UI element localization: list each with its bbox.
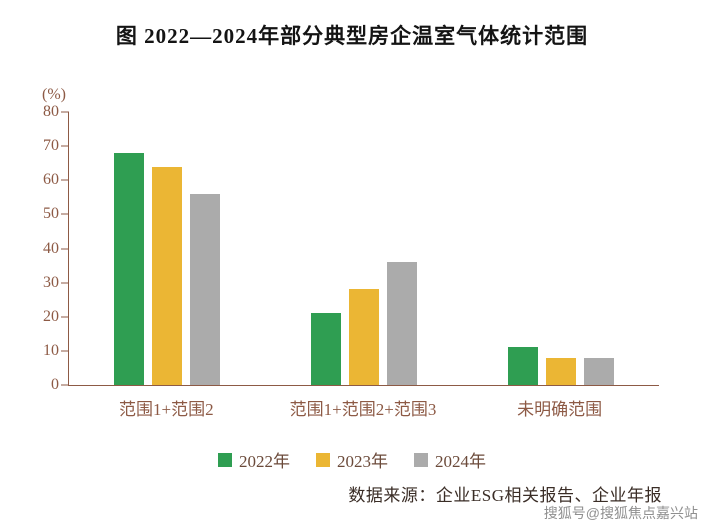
bar	[583, 357, 614, 385]
legend-label: 2023年	[337, 452, 388, 471]
y-tick-label: 60	[43, 171, 59, 189]
y-tick-label: 0	[51, 376, 59, 393]
bar	[114, 152, 145, 385]
y-tick-label: 40	[43, 239, 59, 257]
bar	[190, 193, 221, 385]
bar	[507, 347, 538, 385]
y-tick-mark	[61, 316, 69, 318]
legend-item: 2024年	[414, 447, 486, 472]
legend-item: 2023年	[316, 447, 388, 472]
legend-swatch	[218, 452, 232, 467]
bar-group	[310, 112, 417, 385]
bar-group	[114, 112, 221, 385]
x-axis-category-label: 未明确范围	[517, 400, 603, 419]
bar-group	[507, 112, 614, 385]
y-tick-mark	[61, 384, 69, 386]
data-source-note: 数据来源：企业ESG相关报告、企业年报	[348, 486, 662, 505]
legend-label: 2024年	[435, 452, 486, 471]
x-axis-category-label: 范围1+范围2+范围3	[289, 400, 437, 419]
y-tick-label: 80	[43, 103, 59, 120]
legend-swatch	[414, 452, 428, 467]
x-axis-category-label: 范围1+范围2	[119, 400, 214, 419]
x-axis-labels: 范围1+范围2 范围1+范围2+范围3 未明确范围	[68, 395, 658, 420]
y-tick-label: 10	[43, 341, 59, 359]
y-tick-mark	[61, 248, 69, 249]
y-tick-mark	[61, 350, 69, 352]
y-axis-unit-label: (%)	[42, 86, 66, 103]
bar	[348, 289, 379, 385]
plot-area: 0 10 20 30 40 50 60 70 80	[43, 104, 659, 393]
y-tick-mark	[61, 111, 69, 113]
bar	[386, 262, 417, 385]
legend-label: 2022年	[239, 452, 290, 471]
chart-title: 图 2022—2024年部分典型房企温室气体统计范围	[115, 24, 589, 48]
y-tick-label: 50	[43, 205, 59, 223]
y-tick-label: 20	[43, 307, 59, 325]
y-tick-label: 30	[43, 273, 59, 291]
y-tick-mark	[61, 179, 69, 181]
y-tick-mark	[61, 145, 69, 147]
bar-groups	[69, 112, 659, 385]
legend: 2022年 2023年 2024年	[0, 447, 704, 472]
y-tick-mark	[61, 213, 69, 215]
bar	[152, 166, 183, 385]
legend-item: 2022年	[218, 447, 290, 472]
legend-swatch	[316, 452, 330, 467]
bar	[545, 357, 576, 385]
y-tick-label: 70	[43, 137, 59, 155]
watermark: 搜狐号@搜狐焦点嘉兴站	[543, 505, 698, 521]
y-tick-mark	[61, 282, 69, 284]
bar	[310, 313, 341, 385]
